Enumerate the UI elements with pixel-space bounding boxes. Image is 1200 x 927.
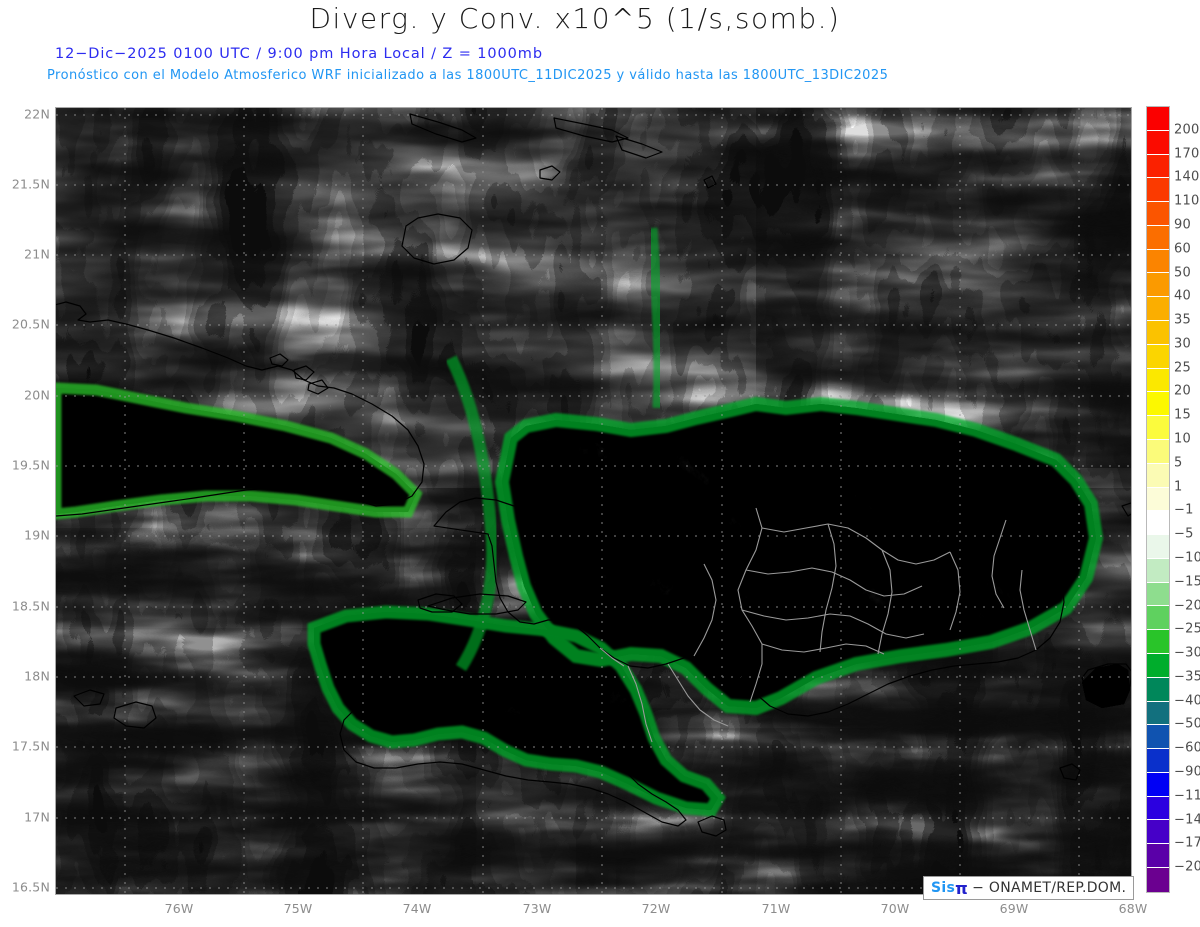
colorbar-tick-label: −40 bbox=[1174, 693, 1200, 709]
colorbar-segment bbox=[1147, 321, 1169, 345]
colorbar-tick-label: −15 bbox=[1174, 574, 1200, 590]
colorbar-segment bbox=[1147, 154, 1169, 179]
colorbar-segment bbox=[1147, 558, 1169, 583]
colorbar-segment bbox=[1147, 653, 1169, 678]
colorbar-tick-label: 30 bbox=[1174, 336, 1191, 352]
lon-tick-label: 75W bbox=[283, 901, 313, 916]
lon-tick-label: 70W bbox=[880, 901, 910, 916]
colorbar-tick-label: 90 bbox=[1174, 217, 1191, 233]
colorbar-segment bbox=[1147, 439, 1169, 464]
colorbar-segment bbox=[1147, 463, 1169, 488]
colorbar-tick-label: 35 bbox=[1174, 312, 1191, 328]
colorbar-segment bbox=[1147, 844, 1169, 868]
colorbar-tick-label: 140 bbox=[1174, 169, 1200, 185]
colorbar-segment bbox=[1147, 511, 1169, 536]
forecast-valid-time: 12−Dic−2025 0100 UTC / 9:00 pm Hora Loca… bbox=[55, 46, 543, 62]
lon-tick-label: 72W bbox=[641, 901, 671, 916]
colorbar-segment bbox=[1147, 535, 1169, 559]
lat-tick-label: 20N bbox=[24, 387, 50, 403]
colorbar-tick-label: −25 bbox=[1174, 621, 1200, 637]
colorbar-tick-label: 20 bbox=[1174, 383, 1191, 399]
colorbar-segment bbox=[1147, 273, 1169, 298]
colorbar-segment bbox=[1147, 796, 1169, 821]
colorbar-segment bbox=[1147, 868, 1169, 892]
colorbar-tick-label: −110 bbox=[1174, 788, 1200, 804]
colorbar-tick-label: 1 bbox=[1174, 479, 1183, 495]
colorbar-segment bbox=[1147, 582, 1169, 607]
lat-tick-label: 17N bbox=[24, 809, 50, 825]
map-plot-area[interactable] bbox=[55, 107, 1132, 895]
colorbar-tick-label: −1 bbox=[1174, 502, 1194, 518]
colorbar-tick-label: −5 bbox=[1174, 526, 1194, 542]
colorbar-tick-label: 40 bbox=[1174, 288, 1191, 304]
colorbar-tick-label: 5 bbox=[1174, 455, 1183, 471]
colorbar-tick-label: −10 bbox=[1174, 550, 1200, 566]
colorbar-tick-label: 50 bbox=[1174, 265, 1191, 280]
colorbar-tick-label: −30 bbox=[1174, 645, 1200, 661]
colorbar-tick-label: −35 bbox=[1174, 669, 1200, 685]
lat-tick-label: 20.5N bbox=[11, 316, 50, 332]
lon-tick-label: 73W bbox=[522, 901, 552, 916]
colorbar-tick-label: −200 bbox=[1174, 859, 1200, 875]
colorbar-tick-label: 170 bbox=[1174, 146, 1200, 162]
lat-tick-label: 19.5N bbox=[11, 457, 50, 473]
logo-sis-text: Sis bbox=[931, 880, 956, 896]
colorbar-tick-label: 200 bbox=[1174, 122, 1200, 138]
colorbar-tick-label: 60 bbox=[1174, 241, 1191, 257]
colorbar-segment bbox=[1147, 130, 1169, 155]
colorbar-segment bbox=[1147, 487, 1169, 512]
colorbar-tick-label: −170 bbox=[1174, 835, 1200, 851]
lat-tick-label: 19N bbox=[24, 527, 50, 543]
colorbar-segment bbox=[1147, 630, 1169, 654]
colorbar-tick-label: 15 bbox=[1174, 407, 1191, 423]
lat-tick-label: 22N bbox=[24, 106, 50, 122]
colorbar-tick-label: −140 bbox=[1174, 812, 1200, 828]
lat-tick-label: 17.5N bbox=[11, 738, 50, 754]
attribution-logo: Sis π − ONAMET/REP.DOM. bbox=[923, 876, 1135, 900]
colorbar-segment bbox=[1147, 606, 1169, 631]
colorbar-segment bbox=[1147, 416, 1169, 440]
colorbar-tick-label: −20 bbox=[1174, 598, 1200, 614]
colorbar-segment bbox=[1147, 749, 1169, 773]
lat-tick-label: 18N bbox=[24, 668, 50, 684]
colorbar-segment bbox=[1147, 368, 1169, 393]
lon-tick-label: 68W bbox=[1118, 901, 1148, 916]
colorbar-segment bbox=[1147, 297, 1169, 322]
lon-tick-label: 71W bbox=[761, 901, 791, 916]
colorbar-tick-label: 25 bbox=[1174, 360, 1191, 376]
lon-tick-label: 74W bbox=[402, 901, 432, 916]
logo-pi-symbol: π bbox=[955, 878, 969, 898]
colorbar-segment bbox=[1147, 107, 1169, 131]
colorbar-segment bbox=[1147, 820, 1169, 845]
colorbar-segment bbox=[1147, 677, 1169, 702]
colorbar[interactable] bbox=[1146, 106, 1170, 893]
lon-tick-label: 76W bbox=[164, 901, 194, 916]
colorbar-tick-label: 110 bbox=[1174, 193, 1200, 209]
colorbar-segment bbox=[1147, 392, 1169, 417]
colorbar-segment bbox=[1147, 178, 1169, 203]
colorbar-segment bbox=[1147, 725, 1169, 750]
colorbar-tick-label: −60 bbox=[1174, 740, 1200, 756]
page-title: Diverg. y Conv. x10^5 (1/s,somb.) bbox=[309, 2, 841, 35]
model-run-description: Pronóstico con el Modelo Atmosferico WRF… bbox=[47, 68, 889, 83]
lon-tick-label: 69W bbox=[999, 901, 1029, 916]
divergence-shaded-field bbox=[56, 108, 1131, 894]
colorbar-tick-label: 10 bbox=[1174, 431, 1191, 447]
colorbar-segment bbox=[1147, 344, 1169, 369]
colorbar-segment bbox=[1147, 701, 1169, 726]
colorbar-segment bbox=[1147, 249, 1169, 274]
colorbar-tick-label: −90 bbox=[1174, 764, 1200, 780]
lat-tick-label: 21N bbox=[24, 246, 50, 262]
lat-tick-label: 16.5N bbox=[11, 879, 50, 895]
lat-tick-label: 21.5N bbox=[11, 176, 50, 192]
colorbar-segment bbox=[1147, 225, 1169, 250]
colorbar-tick-label: −50 bbox=[1174, 716, 1200, 732]
logo-org-text: − ONAMET/REP.DOM. bbox=[972, 880, 1127, 896]
lat-tick-label: 18.5N bbox=[11, 598, 50, 614]
colorbar-segment bbox=[1147, 202, 1169, 226]
colorbar-segment bbox=[1147, 772, 1169, 797]
